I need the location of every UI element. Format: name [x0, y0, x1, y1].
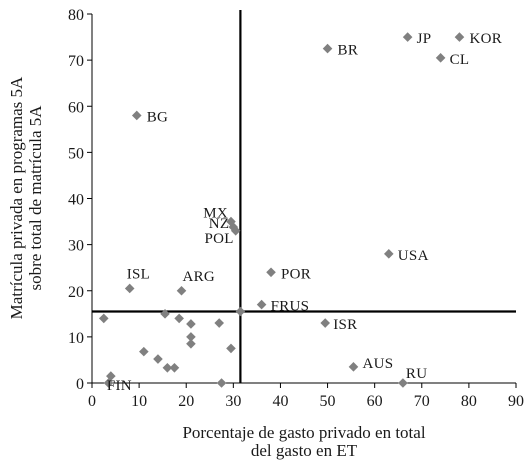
point-label-br: BR: [338, 43, 359, 59]
x-tick-label: 50: [320, 393, 336, 410]
point-label-cl: CL: [450, 52, 470, 68]
data-point: [162, 362, 173, 373]
data-point: [186, 319, 196, 329]
data-point-aus: [348, 362, 359, 372]
y-tick-label: 20: [68, 284, 84, 301]
x-tick-label: 0: [88, 393, 96, 410]
point-label-kor: KOR: [469, 31, 502, 47]
data-point: [226, 343, 236, 354]
data-points: [98, 32, 465, 388]
y-tick-label: 60: [68, 99, 84, 116]
x-tick-label: 70: [414, 393, 430, 410]
y-tick-label: 30: [68, 238, 84, 255]
data-point: [160, 309, 170, 319]
data-point-arg: [176, 285, 187, 296]
y-tick-label: 70: [68, 53, 84, 70]
axes: [87, 13, 517, 388]
point-label-isr: ISR: [333, 317, 357, 333]
point-label-mx: MX: [203, 206, 228, 222]
x-tick-label: 60: [367, 393, 383, 410]
data-point-usa: [384, 249, 394, 259]
data-point-isr: [320, 318, 330, 328]
x-axis-title-line-1: Porcentaje de gasto privado en total: [182, 423, 425, 442]
y-tick-label: 10: [68, 330, 84, 347]
data-point: [186, 338, 196, 349]
x-tick-label: 10: [131, 393, 147, 410]
data-point-frus: [256, 299, 267, 310]
data-point: [169, 362, 180, 373]
data-point-pol: [230, 225, 241, 236]
point-label-frus: FRUS: [271, 299, 310, 315]
data-point-cl: [435, 53, 446, 63]
x-tick-label: 80: [461, 393, 477, 410]
y-axis-title-line-2: sobre total de matrícula 5A: [26, 105, 45, 291]
tick-labels: 0 10 20 30 40 50 60 70 80 90 0 10 20 30 40 50 60 70 80: [68, 7, 524, 410]
data-point: [174, 313, 184, 324]
data-point-isl: [124, 283, 135, 294]
point-label-bg: BG: [147, 109, 168, 125]
data-point-br: [322, 43, 333, 54]
point-label-isl: ISL: [127, 266, 150, 282]
data-point-fin: [106, 371, 116, 381]
data-point-kor: [454, 32, 465, 42]
point-label-fin: FIN: [107, 378, 132, 394]
axis-titles: Porcentaje de gasto privado en totaldel …: [7, 76, 426, 460]
y-tick-label: 40: [68, 192, 84, 209]
data-point: [103, 378, 114, 388]
x-tick-label: 90: [508, 393, 524, 410]
point-label-pol: POL: [204, 231, 233, 247]
point-label-nz: NZ: [209, 216, 230, 232]
point-label-arg: ARG: [183, 269, 216, 285]
data-point-bg: [131, 110, 142, 121]
data-point-jp: [402, 32, 413, 42]
data-point: [235, 306, 246, 317]
x-tick-label: 30: [225, 393, 241, 410]
y-tick-label: 0: [76, 376, 84, 393]
data-point: [186, 332, 196, 342]
point-label-ru: RU: [406, 366, 427, 382]
point-label-usa: USA: [398, 248, 429, 264]
y-axis-title-line-1: Matrícula privada en programas 5A: [7, 76, 26, 319]
data-point: [139, 346, 149, 357]
data-point-por: [266, 267, 276, 278]
data-point: [214, 318, 224, 328]
x-tick-label: 40: [272, 393, 288, 410]
data-point: [98, 313, 109, 324]
point-label-jp: JP: [417, 31, 432, 47]
data-point-ru: [398, 378, 408, 388]
x-axis-title-line-2: del gasto en ET: [251, 441, 358, 460]
data-point: [216, 378, 227, 388]
x-tick-label: 20: [178, 393, 194, 410]
point-label-por: POR: [281, 266, 311, 282]
y-tick-label: 50: [68, 145, 84, 162]
point-label-aus: AUS: [362, 356, 393, 372]
data-point: [153, 354, 163, 364]
y-tick-label: 80: [68, 7, 84, 24]
